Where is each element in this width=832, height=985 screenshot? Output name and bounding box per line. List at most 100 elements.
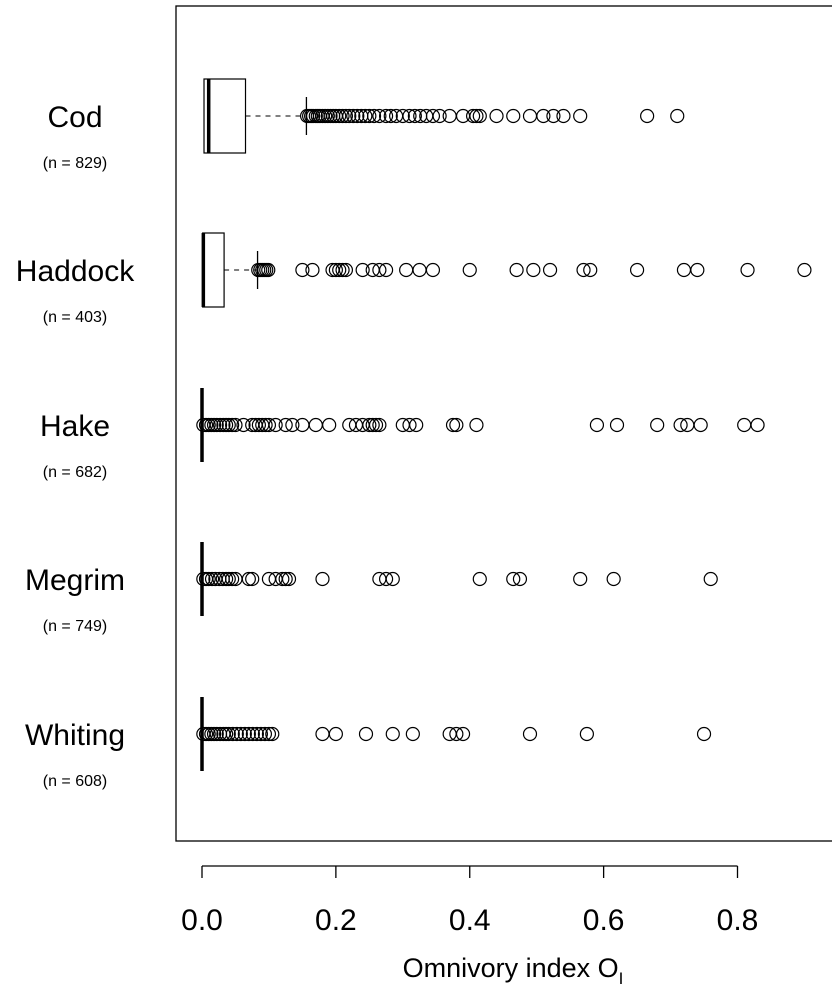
outlier-point xyxy=(332,262,347,278)
outlier-point xyxy=(449,417,464,433)
outlier-point xyxy=(489,108,504,124)
outlier-point xyxy=(442,108,457,124)
species-label: Cod xyxy=(47,101,102,134)
outlier-point xyxy=(366,108,382,124)
x-tick-label: 0.0 xyxy=(181,904,223,937)
outlier-point xyxy=(670,108,685,124)
outlier-point xyxy=(342,108,357,124)
outlier-point xyxy=(209,726,224,742)
outlier-point xyxy=(703,571,718,587)
outlier-point xyxy=(385,571,400,587)
outlier-point xyxy=(606,571,621,587)
outlier-point xyxy=(268,417,283,433)
outlier-point xyxy=(209,417,224,433)
outlier-point xyxy=(399,262,414,278)
outlier-point xyxy=(512,571,528,587)
x-tick-label: 0.8 xyxy=(717,904,759,937)
outlier-point xyxy=(522,726,538,742)
outlier-point xyxy=(673,417,688,433)
outlier-point xyxy=(355,262,370,278)
outlier-point xyxy=(629,262,645,278)
species-label: Megrim xyxy=(25,564,125,597)
outlier-point xyxy=(261,726,277,742)
outlier-point xyxy=(455,726,471,742)
outlier-point xyxy=(609,417,625,433)
outlier-point xyxy=(225,726,240,742)
outlier-point xyxy=(253,726,269,742)
outlier-point xyxy=(449,726,464,742)
outlier-point xyxy=(221,726,236,742)
outlier-point xyxy=(425,108,441,124)
outlier-point xyxy=(556,108,571,124)
outlier-point xyxy=(258,417,273,433)
outlier-point xyxy=(332,108,347,124)
sample-size-label: (n = 749) xyxy=(43,618,107,635)
outlier-point xyxy=(229,726,244,742)
outlier-point xyxy=(368,417,384,433)
outlier-point xyxy=(278,571,293,587)
outlier-point xyxy=(573,571,588,587)
outlier-point xyxy=(378,108,394,124)
outlier-point xyxy=(737,417,752,433)
outlier-point xyxy=(236,417,251,433)
sample-size-label: (n = 608) xyxy=(43,773,107,790)
outlier-point xyxy=(241,726,256,742)
outlier-point xyxy=(249,726,264,742)
outlier-point xyxy=(372,108,387,124)
sample-size-label: (n = 403) xyxy=(43,309,107,326)
outlier-point xyxy=(696,726,712,742)
outlier-point xyxy=(212,417,228,433)
outlier-point xyxy=(455,108,471,124)
outlier-point xyxy=(412,262,427,278)
x-tick-label: 0.4 xyxy=(449,904,491,937)
x-tick-label: 0.6 xyxy=(583,904,625,937)
outlier-point xyxy=(228,417,243,433)
outlier-point xyxy=(402,108,417,124)
outlier-point xyxy=(201,571,216,587)
outlier-point xyxy=(358,726,374,742)
outlier-point xyxy=(308,417,323,433)
species-label: Hake xyxy=(40,410,110,443)
outlier-point xyxy=(315,571,330,587)
outlier-point xyxy=(583,262,598,278)
outlier-point xyxy=(322,417,337,433)
outlier-point xyxy=(797,262,812,278)
x-axis-title: Omnivory index OI xyxy=(403,953,624,985)
outlier-point xyxy=(315,726,330,742)
outlier-point xyxy=(526,262,541,278)
outlier-point xyxy=(573,108,588,124)
outlier-point xyxy=(265,726,280,742)
outlier-point xyxy=(204,571,220,587)
outlier-point xyxy=(335,262,350,278)
x-axis-title-subscript: I xyxy=(619,969,624,985)
outlier-point xyxy=(640,108,655,124)
outlier-point xyxy=(328,262,343,278)
outlier-point xyxy=(338,262,354,278)
outlier-point xyxy=(278,417,293,433)
outlier-point xyxy=(750,417,765,433)
outlier-point xyxy=(251,417,266,433)
outlier-point xyxy=(378,262,394,278)
outlier-point xyxy=(676,262,692,278)
outlier-point xyxy=(465,108,481,124)
outlier-point xyxy=(576,262,591,278)
outlier-point xyxy=(241,571,256,587)
outlier-point xyxy=(261,262,276,278)
outlier-point xyxy=(407,108,422,124)
outlier-point xyxy=(346,108,361,124)
outlier-point xyxy=(432,108,447,124)
outlier-point xyxy=(358,108,373,124)
outlier-point xyxy=(579,726,594,742)
outlier-point xyxy=(472,108,487,124)
outlier-point xyxy=(225,417,240,433)
outlier-point xyxy=(257,726,273,742)
outlier-point xyxy=(350,108,365,124)
outlier-point xyxy=(295,417,310,433)
outlier-point xyxy=(650,417,665,433)
outlier-point xyxy=(362,108,377,124)
outlier-point xyxy=(546,108,561,124)
outlier-point xyxy=(385,726,400,742)
outlier-point xyxy=(472,571,487,587)
outlier-point xyxy=(261,417,277,433)
